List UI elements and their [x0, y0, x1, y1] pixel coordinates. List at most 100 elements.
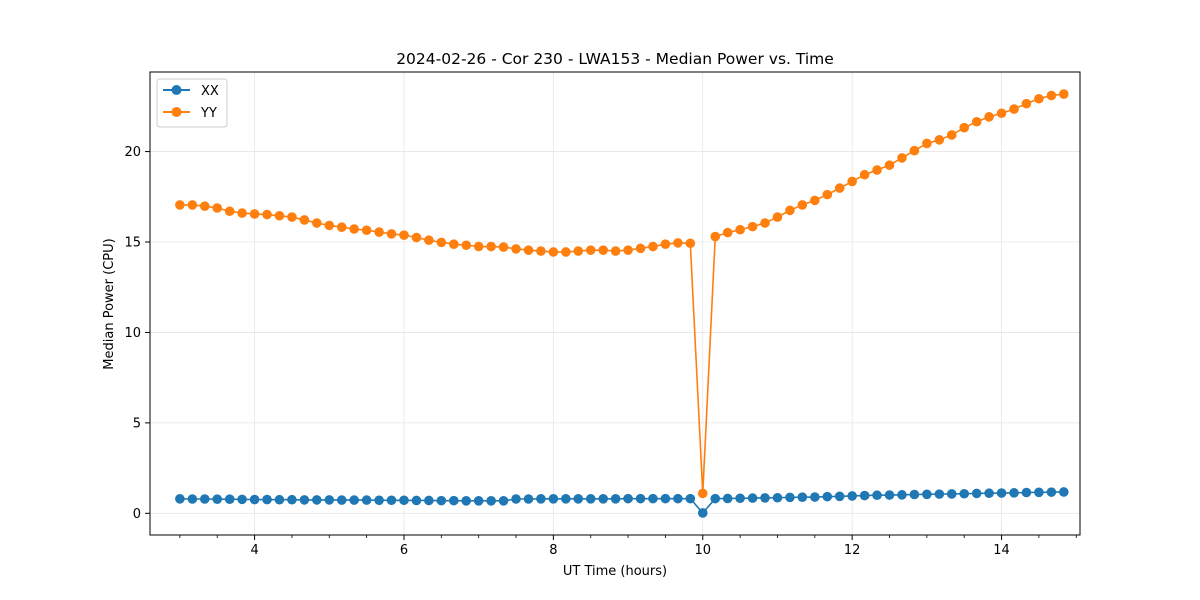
y-tick-label: 5 — [133, 416, 141, 431]
chart-title: 2024-02-26 - Cor 230 - LWA153 - Median P… — [396, 50, 834, 68]
data-point-xx — [436, 495, 447, 506]
data-point-yy — [1009, 104, 1019, 114]
data-point-xx — [785, 492, 795, 503]
data-point-xx — [922, 489, 932, 500]
data-point-xx — [199, 494, 210, 504]
data-point-yy — [946, 130, 957, 140]
series-layer — [175, 89, 1069, 518]
data-point-yy — [349, 224, 359, 234]
data-point-yy — [747, 221, 758, 232]
data-point-yy — [498, 242, 509, 252]
data-point-xx — [585, 494, 596, 504]
data-point-xx — [996, 488, 1007, 498]
legend-marker-yy — [171, 107, 182, 117]
data-point-yy — [548, 247, 559, 257]
data-point-yy — [561, 247, 571, 257]
data-point-xx — [735, 493, 745, 504]
data-point-xx — [1058, 487, 1069, 497]
x-tick-label: 8 — [549, 543, 557, 558]
data-point-xx — [847, 491, 857, 501]
data-point-xx — [212, 494, 223, 504]
data-point-yy — [523, 245, 534, 255]
data-point-yy — [1021, 98, 1032, 109]
data-point-xx — [971, 488, 982, 499]
data-point-yy — [623, 245, 633, 255]
data-point-xx — [548, 494, 559, 504]
data-point-xx — [349, 495, 359, 505]
data-point-yy — [635, 243, 646, 254]
data-point-xx — [1009, 488, 1019, 498]
data-point-yy — [237, 208, 247, 218]
data-point-xx — [224, 494, 235, 504]
data-point-yy — [872, 165, 882, 175]
data-point-yy — [735, 224, 745, 235]
data-point-xx — [411, 495, 422, 506]
data-point-xx — [1034, 487, 1044, 498]
data-point-xx — [249, 494, 260, 505]
data-point-yy — [536, 246, 546, 256]
y-tick-label: 10 — [124, 326, 141, 341]
data-point-yy — [486, 241, 496, 252]
data-point-yy — [175, 200, 185, 210]
data-point-yy — [1034, 93, 1044, 104]
data-point-xx — [984, 488, 994, 499]
data-point-xx — [312, 495, 322, 505]
series-xx — [175, 487, 1069, 518]
data-point-yy — [610, 246, 621, 256]
data-point-yy — [187, 200, 198, 210]
data-point-yy — [436, 237, 447, 248]
data-point-yy — [573, 246, 584, 256]
data-point-yy — [324, 220, 335, 231]
data-point-yy — [449, 239, 459, 249]
data-point-yy — [673, 238, 683, 248]
data-point-xx — [635, 493, 646, 504]
data-point-yy — [212, 203, 223, 213]
data-point-xx — [673, 493, 683, 504]
data-point-yy — [585, 245, 596, 255]
data-point-yy — [424, 235, 434, 245]
data-point-xx — [710, 493, 721, 504]
data-point-yy — [797, 200, 808, 210]
data-point-xx — [610, 494, 621, 504]
legend-label-xx: XX — [201, 84, 219, 99]
y-axis-label: Median Power (CPU) — [102, 238, 117, 369]
data-point-yy — [399, 230, 409, 240]
data-point-xx — [498, 496, 509, 506]
data-point-xx — [262, 494, 272, 505]
data-point-xx — [561, 494, 571, 504]
data-point-xx — [336, 495, 347, 505]
data-point-yy — [1058, 89, 1069, 99]
y-tick-label: 20 — [124, 145, 141, 160]
data-point-xx — [274, 494, 285, 505]
x-tick-label: 4 — [250, 543, 258, 558]
data-point-yy — [386, 229, 397, 239]
legend-label-yy: YY — [200, 106, 217, 121]
x-tick-label: 12 — [844, 543, 861, 558]
y-tick-label: 0 — [133, 507, 141, 522]
data-point-yy — [984, 112, 994, 122]
data-point-yy — [959, 122, 970, 133]
data-point-yy — [511, 244, 521, 254]
data-point-xx — [697, 508, 708, 518]
data-point-xx — [486, 496, 496, 506]
data-point-yy — [274, 210, 285, 221]
plot-frame — [149, 71, 1081, 536]
data-point-xx — [187, 494, 198, 504]
x-tick-label: 6 — [400, 543, 408, 558]
data-point-xx — [685, 493, 696, 504]
data-point-xx — [946, 489, 957, 499]
data-point-yy — [299, 215, 310, 225]
data-point-yy — [847, 176, 857, 187]
data-point-xx — [386, 495, 397, 506]
data-point-xx — [660, 493, 671, 504]
data-point-yy — [685, 238, 696, 249]
data-point-xx — [573, 494, 584, 504]
data-point-xx — [872, 490, 882, 501]
data-point-yy — [810, 195, 820, 206]
data-point-xx — [175, 494, 185, 504]
data-point-yy — [287, 212, 297, 222]
data-point-yy — [361, 225, 372, 236]
data-point-xx — [523, 494, 534, 504]
data-point-yy — [785, 205, 795, 216]
